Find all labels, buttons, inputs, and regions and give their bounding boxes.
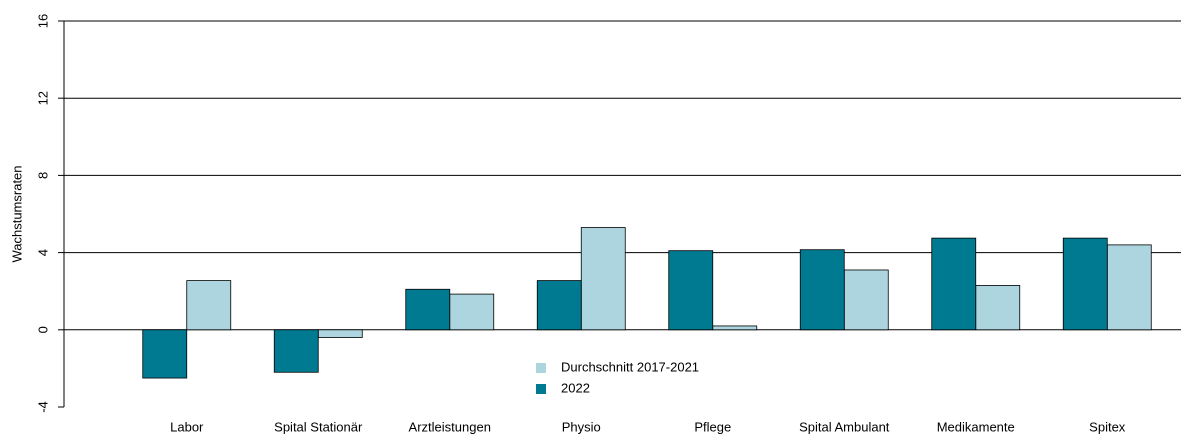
bar <box>317 329 363 338</box>
bar <box>580 227 626 331</box>
bar <box>405 288 451 331</box>
bar <box>536 280 582 331</box>
bar <box>273 329 319 373</box>
legend-swatch <box>536 363 546 373</box>
y-tick-label: 12 <box>35 91 50 105</box>
legend-label: 2022 <box>561 380 590 395</box>
bar <box>843 269 889 331</box>
y-tick-label: 0 <box>35 326 50 333</box>
bar <box>668 250 714 331</box>
y-tick-label: 16 <box>35 14 50 28</box>
legend-swatch <box>536 384 546 394</box>
bar <box>142 329 188 379</box>
x-tick-label: Spital Ambulant <box>799 419 890 434</box>
bar <box>186 280 232 331</box>
x-tick-label: Arztleistungen <box>409 419 491 434</box>
bar <box>975 285 1021 331</box>
y-tick-label: 8 <box>35 172 50 179</box>
x-tick-label: Labor <box>170 419 204 434</box>
x-tick-label: Pflege <box>694 419 731 434</box>
bar <box>1062 237 1108 331</box>
x-tick-label: Spital Stationär <box>274 419 363 434</box>
x-tick-label: Spitex <box>1089 419 1126 434</box>
y-axis-label: Wachstumsraten <box>9 165 24 262</box>
x-tick-label: Physio <box>562 419 601 434</box>
y-tick-label: -4 <box>35 401 50 413</box>
bar <box>799 249 845 331</box>
x-tick-label: Medikamente <box>937 419 1015 434</box>
legend-label: Durchschnitt 2017-2021 <box>561 359 699 374</box>
bar <box>931 237 977 331</box>
bar <box>449 293 495 331</box>
bar <box>1106 244 1152 331</box>
bar <box>712 325 758 331</box>
y-tick-label: 4 <box>35 249 50 256</box>
